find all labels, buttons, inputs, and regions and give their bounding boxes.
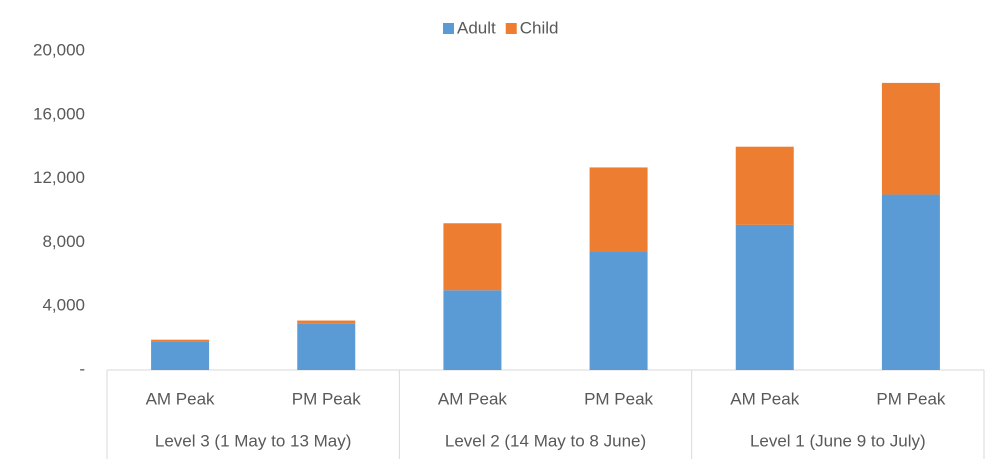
bar-segment xyxy=(443,223,502,291)
y-tick-label: 20,000 xyxy=(33,40,85,59)
legend-label: Child xyxy=(520,18,559,37)
bar-segment xyxy=(443,290,502,370)
x-tick-label: PM Peak xyxy=(292,389,361,408)
group-label: Level 2 (14 May to 8 June) xyxy=(445,431,646,450)
x-tick-label: AM Peak xyxy=(146,389,215,408)
y-tick-label: 4,000 xyxy=(42,296,85,315)
legend-swatch xyxy=(443,23,454,34)
bar-segment xyxy=(735,224,794,370)
bar-segment xyxy=(151,339,210,342)
group-label: Level 3 (1 May to 13 May) xyxy=(155,431,352,450)
y-tick-label: - xyxy=(79,359,85,378)
x-tick-label: PM Peak xyxy=(584,389,653,408)
bar-segment xyxy=(881,82,940,195)
y-tick-label: 16,000 xyxy=(33,104,85,123)
x-tick-label: AM Peak xyxy=(730,389,799,408)
bar-segment xyxy=(297,323,356,370)
bar-segment xyxy=(151,341,210,370)
x-tick-label: PM Peak xyxy=(876,389,945,408)
bar-segment xyxy=(735,146,794,225)
y-tick-label: 8,000 xyxy=(42,232,85,251)
bar-segment xyxy=(589,167,648,252)
legend-label: Adult xyxy=(457,18,496,37)
bar-segment xyxy=(881,194,940,370)
legend-swatch xyxy=(505,23,517,34)
x-tick-label: AM Peak xyxy=(438,389,507,408)
bar-segment xyxy=(589,251,648,370)
bar-segment xyxy=(297,320,356,324)
y-tick-label: 12,000 xyxy=(33,168,85,187)
group-label: Level 1 (June 9 to July) xyxy=(750,431,926,450)
